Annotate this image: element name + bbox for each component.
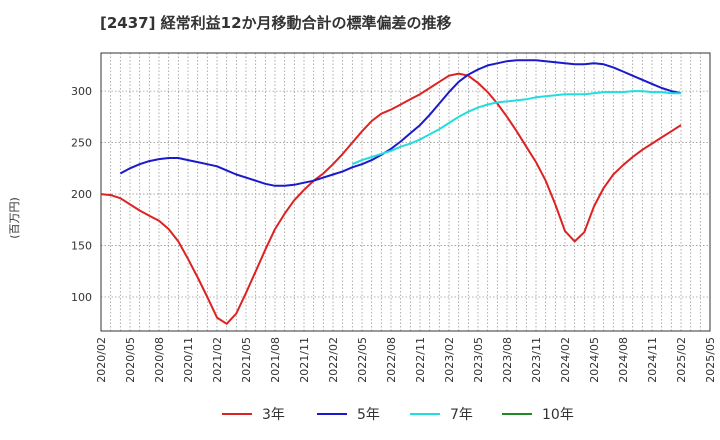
x-tick-label: 2021/05 (240, 337, 253, 383)
y-tick-label: 150 (71, 240, 92, 253)
y-tick-label: 200 (71, 188, 92, 201)
y-axis-ticks: 100 150 200 250 300 (71, 85, 92, 304)
legend-label: 7年 (450, 407, 473, 423)
x-tick-label: 2025/02 (675, 337, 688, 383)
x-tick-label: 2022/11 (414, 337, 427, 383)
series-line-3 (351, 90, 681, 166)
legend-item-3: 7年 (410, 404, 473, 424)
legend-label: 10年 (542, 407, 574, 423)
legend-label: 5年 (357, 407, 380, 423)
legend-swatch (410, 413, 440, 415)
x-tick-label: 2023/08 (501, 337, 514, 383)
x-tick-label: 2023/02 (443, 337, 456, 383)
legend: 3年 5年 7年 10年 (0, 400, 720, 428)
x-tick-label: 2022/05 (356, 337, 369, 383)
x-tick-label: 2020/02 (95, 337, 108, 383)
grid-lines (100, 53, 711, 331)
x-tick-label: 2021/11 (298, 337, 311, 383)
legend-swatch (317, 413, 347, 415)
series-line-1 (100, 72, 682, 325)
chart-title: [2437] 経常利益12か月移動合計の標準偏差の推移 (100, 14, 452, 32)
x-tick-label: 2023/05 (472, 337, 485, 383)
legend-label: 3年 (262, 407, 285, 423)
x-tick-label: 2023/11 (530, 337, 543, 383)
legend-item-1: 3年 (222, 404, 285, 424)
y-tick-label: 250 (71, 137, 92, 150)
y-tick-label: 300 (71, 85, 92, 98)
x-tick-label: 2021/02 (211, 337, 224, 383)
x-tick-label: 2022/08 (385, 337, 398, 383)
series-lines (100, 59, 682, 325)
x-tick-label: 2022/02 (327, 337, 340, 383)
legend-swatch (502, 413, 532, 415)
y-tick-label: 100 (71, 291, 92, 304)
legend-item-4: 10年 (502, 404, 574, 424)
legend-swatch (222, 413, 252, 415)
x-tick-label: 2021/08 (269, 337, 282, 383)
plot-area-frame (100, 52, 711, 332)
x-tick-label: 2020/08 (153, 337, 166, 383)
x-tick-label: 2020/05 (124, 337, 137, 383)
x-tick-label: 2024/11 (646, 337, 659, 383)
x-tick-label: 2024/02 (559, 337, 572, 383)
x-tick-label: 2024/08 (617, 337, 630, 383)
x-tick-label: 2024/05 (588, 337, 601, 383)
legend-item-2: 5年 (317, 404, 380, 424)
x-tick-label: 2025/05 (704, 337, 717, 383)
x-tick-label: 2020/11 (182, 337, 195, 383)
series-line-2 (119, 59, 682, 187)
x-axis-ticks: 2020/02 2020/05 2020/08 2020/11 2021/02 2021/… (95, 337, 717, 383)
